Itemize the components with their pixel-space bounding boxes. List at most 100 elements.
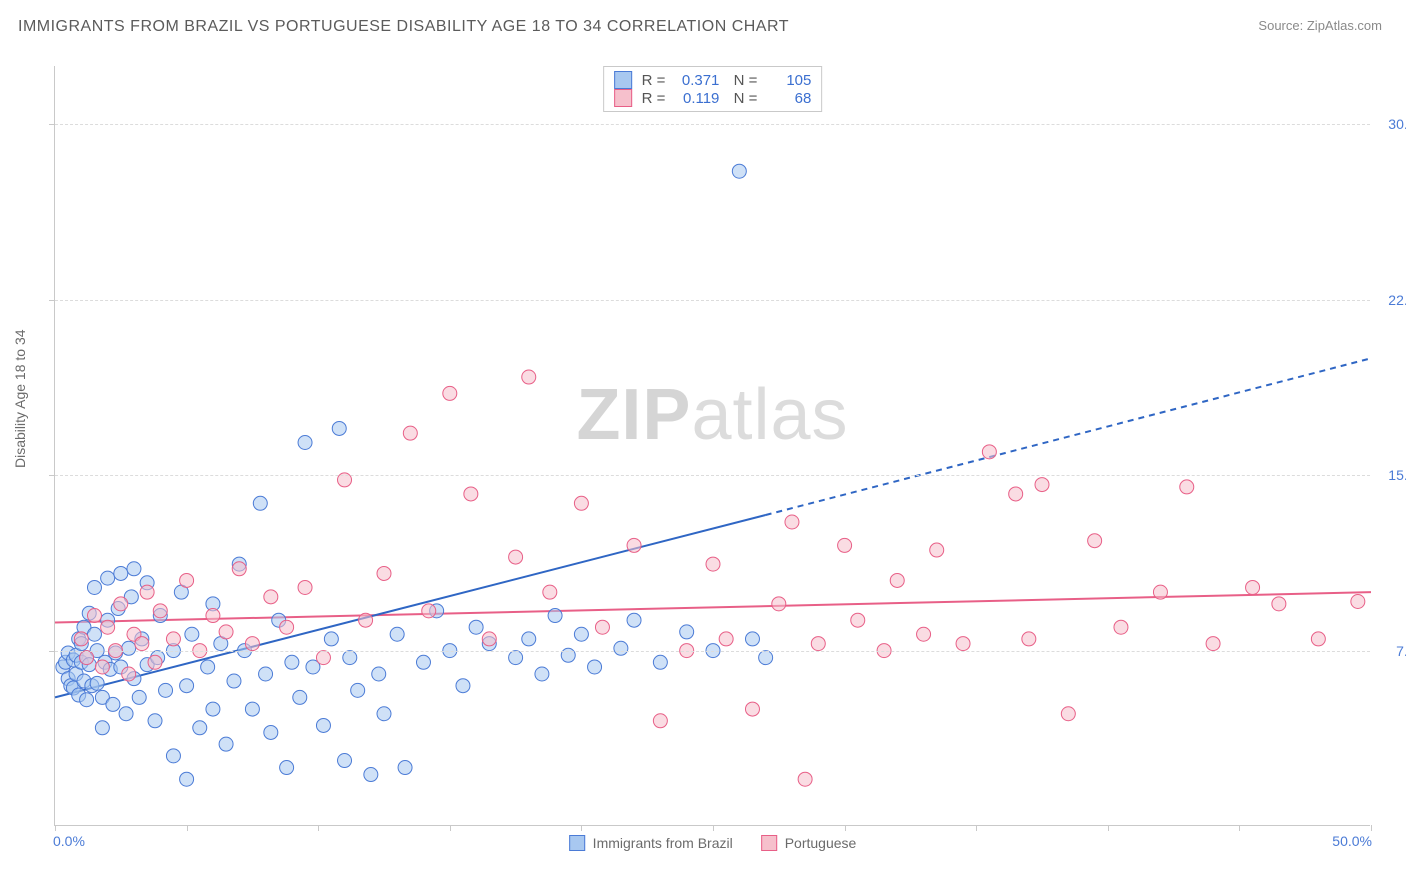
point-portuguese xyxy=(1206,637,1220,651)
point-brazil xyxy=(588,660,602,674)
point-brazil xyxy=(264,725,278,739)
point-portuguese xyxy=(264,590,278,604)
point-brazil xyxy=(101,571,115,585)
point-portuguese xyxy=(1272,597,1286,611)
chart-source: Source: ZipAtlas.com xyxy=(1258,18,1382,33)
point-portuguese xyxy=(838,538,852,552)
point-brazil xyxy=(316,718,330,732)
point-portuguese xyxy=(1009,487,1023,501)
point-portuguese xyxy=(298,580,312,594)
point-brazil xyxy=(364,768,378,782)
point-portuguese xyxy=(443,386,457,400)
point-brazil xyxy=(185,627,199,641)
point-portuguese xyxy=(798,772,812,786)
point-brazil xyxy=(522,632,536,646)
point-portuguese xyxy=(114,597,128,611)
stat-n-portuguese: 68 xyxy=(767,90,811,107)
trend-line-dashed-brazil xyxy=(766,358,1371,515)
point-brazil xyxy=(548,609,562,623)
gridline-h xyxy=(55,475,1370,476)
xtick xyxy=(187,825,188,831)
legend-swatch-portuguese xyxy=(761,835,777,851)
point-portuguese xyxy=(153,604,167,618)
point-portuguese xyxy=(595,620,609,634)
point-brazil xyxy=(351,683,365,697)
point-brazil xyxy=(148,714,162,728)
point-brazil xyxy=(332,421,346,435)
trend-line-portuguese xyxy=(55,592,1371,622)
point-portuguese xyxy=(180,573,194,587)
point-brazil xyxy=(180,679,194,693)
point-portuguese xyxy=(87,609,101,623)
point-portuguese xyxy=(245,637,259,651)
point-brazil xyxy=(127,562,141,576)
point-portuguese xyxy=(522,370,536,384)
point-portuguese xyxy=(745,702,759,716)
point-brazil xyxy=(627,613,641,627)
point-portuguese xyxy=(280,620,294,634)
ytick xyxy=(49,124,55,125)
point-portuguese xyxy=(1311,632,1325,646)
ytick xyxy=(49,475,55,476)
point-portuguese xyxy=(148,655,162,669)
point-brazil xyxy=(90,676,104,690)
legend-item-portuguese: Portuguese xyxy=(761,835,857,851)
legend-swatch-brazil xyxy=(569,835,585,851)
xtick xyxy=(1108,825,1109,831)
xtick-label: 50.0% xyxy=(1332,833,1372,849)
point-brazil xyxy=(132,690,146,704)
point-portuguese xyxy=(811,637,825,651)
point-brazil xyxy=(372,667,386,681)
point-portuguese xyxy=(574,496,588,510)
point-brazil xyxy=(377,707,391,721)
point-portuguese xyxy=(135,637,149,651)
ytick-label: 30.0% xyxy=(1374,116,1406,132)
point-brazil xyxy=(745,632,759,646)
point-portuguese xyxy=(1061,707,1075,721)
point-brazil xyxy=(245,702,259,716)
xtick xyxy=(1239,825,1240,831)
point-portuguese xyxy=(403,426,417,440)
point-brazil xyxy=(732,164,746,178)
point-brazil xyxy=(180,772,194,786)
point-brazil xyxy=(285,655,299,669)
point-portuguese xyxy=(930,543,944,557)
gridline-h xyxy=(55,300,1370,301)
point-brazil xyxy=(398,761,412,775)
point-portuguese xyxy=(166,632,180,646)
chart-title: IMMIGRANTS FROM BRAZIL VS PORTUGUESE DIS… xyxy=(18,18,789,36)
legend-label-portuguese: Portuguese xyxy=(785,835,857,851)
point-portuguese xyxy=(509,550,523,564)
point-brazil xyxy=(343,651,357,665)
legend-item-brazil: Immigrants from Brazil xyxy=(569,835,733,851)
point-portuguese xyxy=(219,625,233,639)
stat-label-r: R = xyxy=(642,90,666,107)
ytick-label: 22.5% xyxy=(1374,292,1406,308)
point-portuguese xyxy=(653,714,667,728)
chart-header: IMMIGRANTS FROM BRAZIL VS PORTUGUESE DIS… xyxy=(0,0,1406,44)
point-portuguese xyxy=(1035,478,1049,492)
point-brazil xyxy=(193,721,207,735)
xtick xyxy=(1371,825,1372,831)
point-brazil xyxy=(159,683,173,697)
point-brazil xyxy=(114,566,128,580)
legend-stats: R = 0.371 N = 105 R = 0.119 N = 68 xyxy=(603,66,823,112)
point-brazil xyxy=(201,660,215,674)
stat-label-r: R = xyxy=(642,72,666,89)
point-brazil xyxy=(106,697,120,711)
ytick xyxy=(49,651,55,652)
point-portuguese xyxy=(851,613,865,627)
point-brazil xyxy=(227,674,241,688)
chart-wrapper: Disability Age 18 to 34 ZIPatlas R = 0.3… xyxy=(18,48,1388,868)
point-brazil xyxy=(87,580,101,594)
point-brazil xyxy=(166,749,180,763)
point-portuguese xyxy=(316,651,330,665)
source-value: ZipAtlas.com xyxy=(1307,18,1382,33)
point-portuguese xyxy=(706,557,720,571)
gridline-h xyxy=(55,651,1370,652)
point-portuguese xyxy=(482,632,496,646)
xtick xyxy=(450,825,451,831)
xtick xyxy=(55,825,56,831)
stat-label-n: N = xyxy=(729,90,757,107)
point-portuguese xyxy=(464,487,478,501)
